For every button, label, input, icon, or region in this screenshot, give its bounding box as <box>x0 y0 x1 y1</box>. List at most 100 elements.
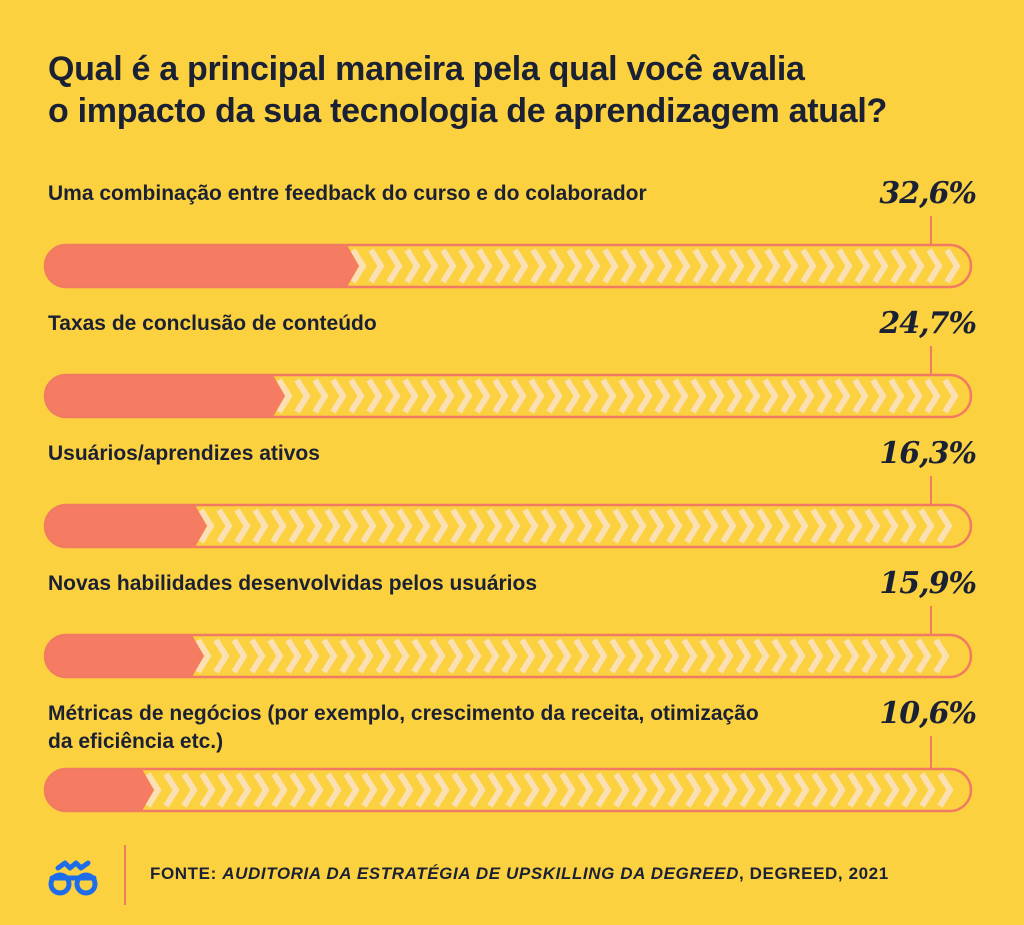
chevron-mark <box>577 772 594 808</box>
chevron-mark <box>501 638 518 674</box>
bar-fill <box>45 375 285 417</box>
chevron-mark <box>663 638 680 674</box>
chevron-mark <box>555 638 572 674</box>
chevron-mark <box>594 508 611 544</box>
bar-fill <box>45 769 154 811</box>
value-leader-line <box>930 606 932 634</box>
chevron-mark <box>576 508 593 544</box>
chevron-mark <box>270 508 287 544</box>
chevron-mark <box>666 508 683 544</box>
chevron-mark <box>944 248 961 284</box>
title-line-2: o impacto da sua tecnologia de aprendiza… <box>48 92 887 130</box>
bar-outline <box>43 767 973 813</box>
bar-outline <box>43 503 973 549</box>
chevron-mark <box>253 772 270 808</box>
chevron-mark <box>393 638 410 674</box>
chevron-mark <box>888 378 905 414</box>
bar-label: Usuários/aprendizes ativos <box>48 440 848 468</box>
chevron-mark <box>612 508 629 544</box>
chevron-mark <box>771 638 788 674</box>
chevron-mark <box>465 638 482 674</box>
bar-fill <box>45 635 204 677</box>
chevron-mark <box>504 508 521 544</box>
source-suffix: , DEGREED, 2021 <box>739 864 889 883</box>
chevron-pattern <box>276 378 959 414</box>
chevron-mark <box>487 772 504 808</box>
chevron-mark <box>703 772 720 808</box>
chevron-mark <box>908 248 925 284</box>
chevron-mark <box>738 508 755 544</box>
chevron-mark <box>312 378 329 414</box>
chevron-mark <box>618 378 635 414</box>
chevron-mark <box>582 378 599 414</box>
chevron-mark <box>782 248 799 284</box>
chevron-mark <box>690 378 707 414</box>
chevron-mark <box>692 248 709 284</box>
chevron-mark <box>458 248 475 284</box>
chevron-mark <box>271 772 288 808</box>
chevron-mark <box>231 638 248 674</box>
chevron-mark <box>852 378 869 414</box>
chevron-mark <box>609 638 626 674</box>
chevron-mark <box>559 772 576 808</box>
chevron-mark <box>756 508 773 544</box>
chevron-pattern <box>145 772 954 808</box>
chevron-mark <box>879 638 896 674</box>
chevron-mark <box>325 772 342 808</box>
bar-fill <box>45 505 207 547</box>
chevron-mark <box>710 248 727 284</box>
value-leader-line <box>930 216 932 244</box>
chevron-mark <box>361 772 378 808</box>
chevron-mark <box>505 772 522 808</box>
chevron-mark <box>288 508 305 544</box>
chevron-mark <box>267 638 284 674</box>
chevron-mark <box>450 508 467 544</box>
bar-label-line: Novas habilidades desenvolvidas pelos us… <box>48 572 538 595</box>
value-leader-line <box>930 346 932 374</box>
chevron-mark <box>861 638 878 674</box>
chevron-mark <box>404 248 421 284</box>
chevron-mark <box>684 508 701 544</box>
chevron-mark <box>613 772 630 808</box>
chevron-mark <box>919 772 936 808</box>
chevron-mark <box>726 378 743 414</box>
chevron-mark <box>386 248 403 284</box>
chevron-mark <box>249 638 266 674</box>
chevron-mark <box>926 248 943 284</box>
chevron-mark <box>656 248 673 284</box>
bar-outline <box>43 373 973 419</box>
chevron-mark <box>456 378 473 414</box>
chevron-mark <box>285 638 302 674</box>
chevron-mark <box>648 508 665 544</box>
chevron-mark <box>546 378 563 414</box>
chevron-mark <box>519 638 536 674</box>
bar-label: Uma combinação entre feedback do curso e… <box>48 180 848 208</box>
chevron-mark <box>834 378 851 414</box>
bar-label-line: da eficiência etc.) <box>48 730 224 753</box>
chevron-mark <box>811 772 828 808</box>
chevron-mark <box>350 248 367 284</box>
chevron-mark <box>774 508 791 544</box>
chevron-mark <box>530 248 547 284</box>
bar-outline <box>43 243 973 289</box>
chevron-mark <box>890 248 907 284</box>
chevron-mark <box>339 638 356 674</box>
chevron-mark <box>942 378 959 414</box>
chevron-mark <box>469 772 486 808</box>
chevron-mark <box>415 772 432 808</box>
chevron-mark <box>739 772 756 808</box>
chevron-mark <box>699 638 716 674</box>
chevron-mark <box>645 638 662 674</box>
chevron-mark <box>649 772 666 808</box>
chevron-mark <box>936 508 953 544</box>
chevron-mark <box>681 638 698 674</box>
bar-track <box>43 633 973 679</box>
value-leader-line <box>930 476 932 504</box>
chevron-mark <box>654 378 671 414</box>
chevron-mark <box>252 508 269 544</box>
chevron-mark <box>630 508 647 544</box>
chevron-mark <box>289 772 306 808</box>
chevron-mark <box>735 638 752 674</box>
chevron-mark <box>235 772 252 808</box>
chevron-mark <box>492 378 509 414</box>
